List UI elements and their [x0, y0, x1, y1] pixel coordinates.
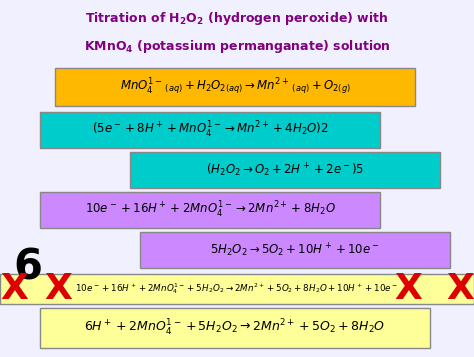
Text: $(5e^- + 8H^+ + MnO_4^{1-} \rightarrow Mn^{2+} + 4H_2O)2$: $(5e^- + 8H^+ + MnO_4^{1-} \rightarrow M…	[91, 120, 328, 140]
Text: $MnO_4^{1-}{}_{\,(aq)} + H_2O_{2(aq)} \rightarrow Mn^{2+}{}_{\,(aq)} + O_{2(g)}$: $MnO_4^{1-}{}_{\,(aq)} + H_2O_{2(aq)} \r…	[119, 77, 350, 97]
Text: $10e^- + 16H^+ + 2MnO_4^{1-} \rightarrow 2Mn^{2+} + 8H_2O$: $10e^- + 16H^+ + 2MnO_4^{1-} \rightarrow…	[84, 200, 336, 220]
FancyBboxPatch shape	[55, 68, 415, 106]
FancyBboxPatch shape	[0, 274, 474, 304]
FancyBboxPatch shape	[40, 308, 430, 348]
Text: $10e^- + 16H^+ + 2MnO_4^{1-} + 5H_2O_2 \rightarrow 2Mn^{2+} + 5O_2 + 8H_2O + 10H: $10e^- + 16H^+ + 2MnO_4^{1-} + 5H_2O_2 \…	[75, 282, 399, 296]
Text: $\mathbf{KMnO_4}$ (potassium permanganate) solution: $\mathbf{KMnO_4}$ (potassium permanganat…	[83, 38, 391, 55]
FancyBboxPatch shape	[130, 152, 440, 188]
Text: X: X	[394, 272, 422, 306]
Text: X: X	[446, 272, 474, 306]
FancyBboxPatch shape	[40, 112, 380, 148]
Text: $(H_2O_2 \rightarrow O_2 + 2H^+ + 2e^-)5$: $(H_2O_2 \rightarrow O_2 + 2H^+ + 2e^-)5…	[206, 161, 364, 179]
Text: $5H_2O_2 \rightarrow 5O_2 + 10H^+ + 10e^-$: $5H_2O_2 \rightarrow 5O_2 + 10H^+ + 10e^…	[210, 241, 380, 259]
Text: X: X	[0, 272, 28, 306]
FancyBboxPatch shape	[40, 192, 380, 228]
Text: Titration of $\mathbf{H_2O_2}$ (hydrogen peroxide) with: Titration of $\mathbf{H_2O_2}$ (hydrogen…	[85, 10, 389, 27]
Text: X: X	[44, 272, 72, 306]
Text: 6: 6	[13, 246, 43, 288]
FancyBboxPatch shape	[140, 232, 450, 268]
Text: $6H^+ + 2MnO_4^{1-} + 5H_2O_2 \rightarrow 2Mn^{2+} + 5O_2 + 8H_2O$: $6H^+ + 2MnO_4^{1-} + 5H_2O_2 \rightarro…	[84, 318, 386, 338]
